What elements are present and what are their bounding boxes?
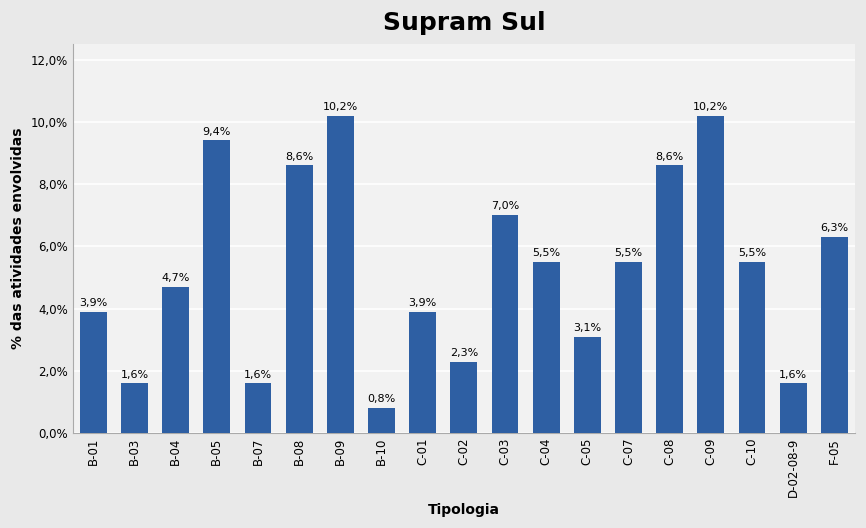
Bar — [656, 165, 683, 433]
Bar — [779, 383, 806, 433]
Text: 8,6%: 8,6% — [656, 152, 684, 162]
Bar — [204, 140, 230, 433]
Text: 0,8%: 0,8% — [367, 394, 396, 404]
Bar — [574, 337, 601, 433]
Text: 10,2%: 10,2% — [693, 102, 728, 112]
Text: 5,5%: 5,5% — [614, 248, 643, 258]
Bar — [697, 116, 724, 433]
Bar — [450, 362, 477, 433]
Text: 6,3%: 6,3% — [820, 223, 849, 233]
Text: 9,4%: 9,4% — [203, 127, 231, 137]
Bar — [286, 165, 313, 433]
Text: 4,7%: 4,7% — [161, 273, 190, 283]
Text: 3,9%: 3,9% — [79, 298, 107, 308]
Text: 1,6%: 1,6% — [120, 370, 149, 380]
Bar — [162, 287, 189, 433]
Bar — [533, 262, 559, 433]
Bar — [121, 383, 148, 433]
Bar — [327, 116, 353, 433]
Bar — [410, 312, 436, 433]
Text: 10,2%: 10,2% — [323, 102, 358, 112]
Text: 3,1%: 3,1% — [573, 323, 601, 333]
Title: Supram Sul: Supram Sul — [383, 11, 545, 35]
Text: 1,6%: 1,6% — [244, 370, 272, 380]
Text: 5,5%: 5,5% — [532, 248, 560, 258]
Text: 5,5%: 5,5% — [738, 248, 766, 258]
Y-axis label: % das atividades envolvidas: % das atividades envolvidas — [11, 128, 25, 350]
Text: 7,0%: 7,0% — [491, 202, 519, 212]
Text: 1,6%: 1,6% — [779, 370, 807, 380]
Bar — [615, 262, 642, 433]
Text: 2,3%: 2,3% — [449, 348, 478, 358]
Bar — [80, 312, 107, 433]
Text: 8,6%: 8,6% — [285, 152, 313, 162]
Bar — [739, 262, 766, 433]
Bar — [492, 215, 519, 433]
Bar — [368, 408, 395, 433]
Bar — [821, 237, 848, 433]
Bar — [244, 383, 271, 433]
Text: 3,9%: 3,9% — [409, 298, 436, 308]
X-axis label: Tipologia: Tipologia — [428, 503, 500, 517]
